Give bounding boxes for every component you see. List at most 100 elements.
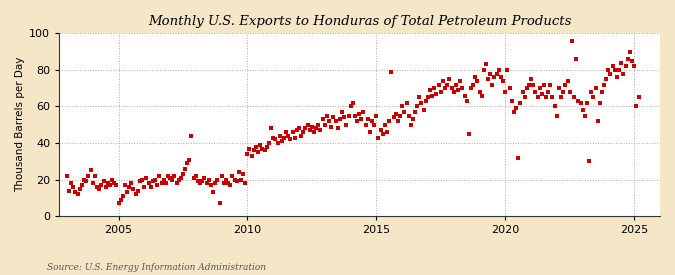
Point xyxy=(188,176,199,180)
Point xyxy=(551,113,562,118)
Point xyxy=(511,106,522,111)
Point xyxy=(603,68,614,72)
Point xyxy=(558,90,569,94)
Point xyxy=(412,104,423,109)
Point xyxy=(612,75,622,79)
Point xyxy=(614,68,624,72)
Point xyxy=(377,132,388,136)
Point xyxy=(232,179,242,184)
Point xyxy=(571,57,582,61)
Point xyxy=(107,177,117,182)
Point xyxy=(61,174,72,178)
Point xyxy=(250,145,261,149)
Point xyxy=(590,86,601,90)
Point xyxy=(83,174,94,178)
Point xyxy=(203,177,214,182)
Point xyxy=(308,130,319,134)
Point xyxy=(526,77,537,81)
Point xyxy=(483,77,493,81)
Point xyxy=(601,77,612,81)
Point xyxy=(115,197,126,202)
Point xyxy=(283,134,294,138)
Point xyxy=(457,86,468,90)
Point xyxy=(192,179,203,184)
Point xyxy=(171,181,182,186)
Point xyxy=(489,75,500,79)
Point xyxy=(384,119,395,123)
Point xyxy=(633,95,644,100)
Point xyxy=(597,90,608,94)
Point xyxy=(259,148,270,153)
Point xyxy=(143,181,154,186)
Point xyxy=(98,179,109,184)
Point xyxy=(117,194,128,198)
Point xyxy=(141,176,152,180)
Point xyxy=(279,135,290,140)
Point xyxy=(236,177,246,182)
Point xyxy=(128,187,139,191)
Point xyxy=(272,141,283,145)
Point xyxy=(321,113,332,118)
Point xyxy=(154,174,165,178)
Point xyxy=(105,183,115,187)
Point xyxy=(397,104,408,109)
Point xyxy=(474,90,485,94)
Point xyxy=(330,119,341,123)
Point xyxy=(455,79,466,83)
Point xyxy=(360,123,371,127)
Point xyxy=(103,181,113,186)
Point xyxy=(266,126,277,131)
Point xyxy=(631,104,642,109)
Point xyxy=(487,82,497,87)
Point xyxy=(253,150,264,154)
Point xyxy=(414,95,425,100)
Point xyxy=(403,113,414,118)
Point xyxy=(446,86,457,90)
Point xyxy=(463,132,474,136)
Point xyxy=(405,123,416,127)
Point xyxy=(229,177,240,182)
Point xyxy=(539,82,549,87)
Point xyxy=(504,86,515,90)
Point xyxy=(554,86,564,90)
Point xyxy=(152,183,163,187)
Point xyxy=(448,90,459,94)
Point xyxy=(205,183,216,187)
Point xyxy=(599,82,610,87)
Point xyxy=(167,177,178,182)
Point xyxy=(605,72,616,76)
Point xyxy=(519,95,530,100)
Point xyxy=(287,130,298,134)
Point xyxy=(437,79,448,83)
Point xyxy=(395,113,406,118)
Point xyxy=(524,82,535,87)
Point xyxy=(289,135,300,140)
Point xyxy=(119,183,130,187)
Point xyxy=(111,183,122,187)
Point xyxy=(132,188,143,193)
Point xyxy=(332,126,343,131)
Point xyxy=(362,117,373,122)
Point xyxy=(416,101,427,105)
Point xyxy=(425,88,435,92)
Point xyxy=(337,110,348,114)
Point xyxy=(629,64,640,68)
Point xyxy=(85,168,96,173)
Point xyxy=(302,123,313,127)
Point xyxy=(70,190,81,195)
Point xyxy=(240,181,251,186)
Point xyxy=(515,101,526,105)
Point xyxy=(76,183,87,187)
Point xyxy=(356,117,367,122)
Point xyxy=(429,86,440,90)
Point xyxy=(530,90,541,94)
Point xyxy=(461,99,472,103)
Point xyxy=(386,70,397,74)
Point xyxy=(81,179,92,184)
Point xyxy=(190,174,201,178)
Y-axis label: Thousand Barrels per Day: Thousand Barrels per Day xyxy=(15,57,25,192)
Point xyxy=(440,86,451,90)
Point xyxy=(319,123,330,127)
Point xyxy=(493,68,504,72)
Point xyxy=(354,112,364,116)
